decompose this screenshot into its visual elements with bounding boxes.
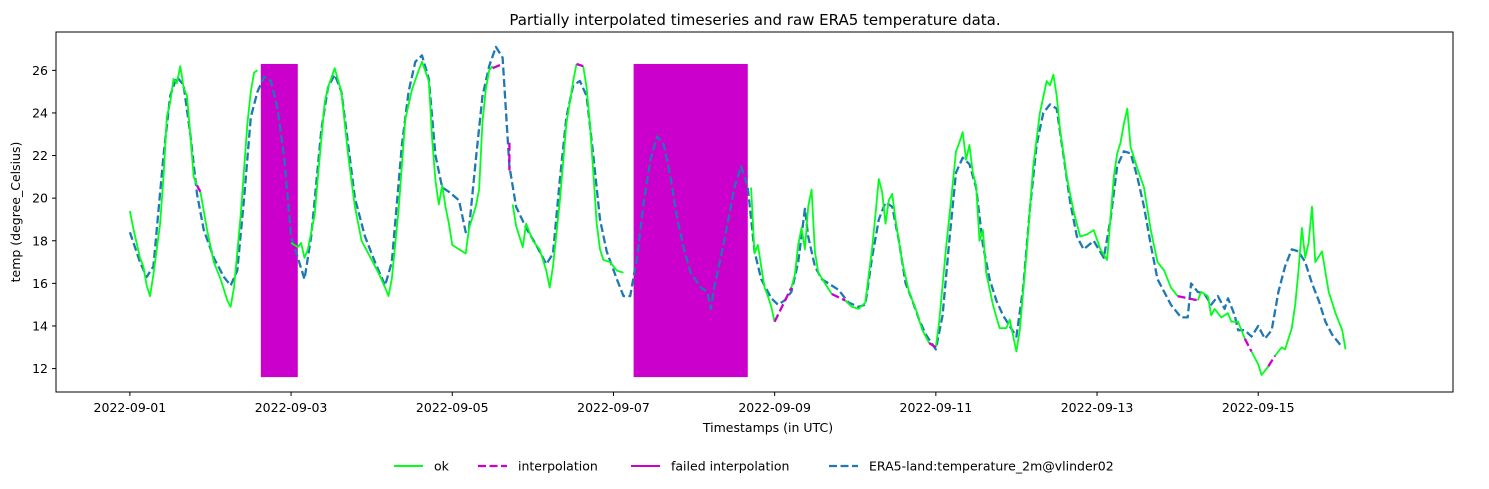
x-tick-label: 2022-09-11 <box>900 400 973 415</box>
interpolation-segment-6 <box>831 292 846 302</box>
x-axis: 2022-09-01 2022-09-03 2022-09-05 2022-09-07… <box>94 392 1295 415</box>
ok-series-layer <box>129 60 1347 376</box>
x-tick-label: 2022-09-07 <box>577 400 650 415</box>
interpolation-segment-10 <box>1267 355 1276 368</box>
interpolation-series-layer <box>195 62 1276 368</box>
y-tick-label: 18 <box>32 233 48 248</box>
legend-label-1: ok <box>434 459 450 474</box>
ok-line-segment-12 <box>1274 205 1347 357</box>
y-tick-label: 14 <box>32 318 48 333</box>
interpolation-segment-5 <box>773 287 793 323</box>
ok-line-segment-11 <box>1250 351 1270 376</box>
legend-label-3: failed interpolation <box>671 459 789 474</box>
ok-line-segment-10 <box>1196 291 1246 340</box>
chart-title: Partially interpolated timeseries and ra… <box>509 11 1000 29</box>
interpolation-segment-7 <box>928 342 937 349</box>
ok-line-segment-6 <box>750 187 776 322</box>
x-tick-label: 2022-09-09 <box>738 400 811 415</box>
interpolation-segment-4 <box>576 62 584 68</box>
ok-line-segment-8 <box>844 178 930 344</box>
x-axis-label: Timestamps (in UTC) <box>702 420 833 435</box>
x-tick-label: 2022-09-05 <box>416 400 489 415</box>
y-tick-label: 12 <box>32 361 48 376</box>
y-tick-label: 20 <box>32 191 48 206</box>
interpolation-segment-8 <box>1177 294 1199 302</box>
x-tick-label: 2022-09-15 <box>1222 400 1295 415</box>
ok-line-segment-4 <box>511 63 578 289</box>
y-axis-label: temp (degree_Celsius) <box>8 142 23 283</box>
interpolation-segment-9 <box>1243 338 1253 353</box>
x-tick-label: 2022-09-13 <box>1061 400 1134 415</box>
y-tick-label: 22 <box>32 148 48 163</box>
failed-interpolation-band-2 <box>633 63 748 378</box>
failed-interpolation-band-1 <box>260 63 298 378</box>
legend: ok interpolation failed interpolation ERA5-… <box>394 459 1114 474</box>
ok-line-segment-7 <box>790 188 833 295</box>
ok-line-segment-3 <box>290 60 494 297</box>
legend-label-2: interpolation <box>518 459 598 474</box>
y-tick-label: 26 <box>32 63 48 78</box>
interpolation-segment-2 <box>492 62 504 70</box>
ok-line-segment-9 <box>934 73 1179 353</box>
ok-line-segment-2 <box>199 69 258 308</box>
ok-line-segment-5 <box>582 65 624 274</box>
y-axis: 12 14 16 18 20 22 24 26 <box>32 63 56 376</box>
x-tick-label: 2022-09-03 <box>255 400 328 415</box>
y-tick-label: 24 <box>32 105 48 120</box>
y-tick-label: 16 <box>32 276 48 291</box>
ok-line-segment-1 <box>129 65 198 297</box>
interpolation-segment-1 <box>195 184 202 193</box>
legend-label-4: ERA5-land:temperature_2m@vlinder02 <box>869 459 1114 474</box>
x-tick-label: 2022-09-01 <box>94 400 167 415</box>
